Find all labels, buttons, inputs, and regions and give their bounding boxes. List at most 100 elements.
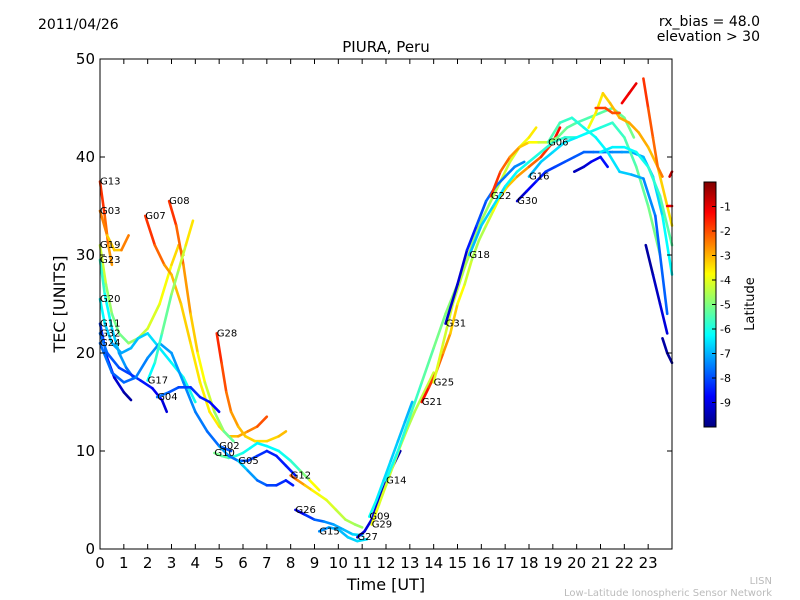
trace-segment bbox=[98, 297, 107, 325]
trace-segment bbox=[246, 454, 259, 463]
trace-segment bbox=[356, 530, 366, 539]
trace-segment bbox=[582, 160, 593, 169]
colorbar-tick-label: -8 bbox=[720, 372, 731, 385]
trace-segment bbox=[665, 351, 674, 365]
trace-segment bbox=[599, 121, 614, 129]
series-label: G13 bbox=[100, 177, 120, 188]
series-g12 bbox=[289, 474, 364, 529]
trace-segment bbox=[196, 351, 207, 384]
trace-segment bbox=[534, 170, 547, 183]
series-label: G28 bbox=[217, 328, 237, 339]
trace-segment bbox=[298, 469, 312, 482]
trace-segment bbox=[246, 425, 259, 433]
trace-segment bbox=[506, 175, 519, 188]
trace-segment bbox=[255, 415, 269, 428]
y-tick-label: 20 bbox=[76, 344, 95, 362]
series-g20 bbox=[98, 297, 197, 404]
trace-segment bbox=[236, 425, 247, 438]
trace-segment bbox=[265, 449, 278, 458]
series-track-35 bbox=[620, 82, 638, 105]
x-tick-label: 18 bbox=[519, 554, 538, 572]
trace-segment bbox=[294, 508, 307, 517]
trace-segment bbox=[277, 449, 292, 463]
trace-segment bbox=[246, 469, 259, 482]
trace-segment bbox=[646, 165, 662, 198]
series-label: G19 bbox=[100, 240, 120, 251]
y-tick-label: 0 bbox=[85, 540, 95, 558]
trace-segment bbox=[468, 224, 483, 257]
trace-segment bbox=[179, 302, 192, 345]
trace-segment bbox=[432, 312, 447, 350]
x-tick-label: 23 bbox=[639, 554, 658, 572]
x-tick-label: 17 bbox=[496, 554, 515, 572]
trace-segment bbox=[637, 131, 650, 149]
trace-segment bbox=[575, 131, 590, 139]
x-tick-label: 1 bbox=[119, 554, 129, 572]
series-label: G09 bbox=[369, 512, 389, 523]
colorbar-tick-label: -1 bbox=[720, 201, 731, 214]
trace-segment bbox=[484, 209, 495, 227]
series-label: G17 bbox=[148, 375, 168, 386]
trace-segment bbox=[146, 341, 161, 360]
y-axis: 0 10 20 30 40 50 bbox=[76, 50, 672, 558]
trace-segment bbox=[623, 145, 638, 154]
trace-segment bbox=[98, 341, 114, 374]
series-label: G16 bbox=[529, 172, 549, 183]
trace-segment bbox=[167, 199, 178, 227]
x-tick-label: 7 bbox=[262, 554, 272, 572]
series-g03 bbox=[98, 209, 130, 252]
trace-segment bbox=[494, 175, 507, 188]
trace-segment bbox=[205, 430, 221, 448]
trace-segment bbox=[265, 444, 281, 453]
trace-segment bbox=[129, 336, 140, 350]
trace-segment bbox=[146, 361, 157, 382]
trace-segment bbox=[222, 430, 235, 443]
series-label: G06 bbox=[548, 137, 568, 148]
trace-segment bbox=[420, 381, 431, 399]
series-label: G25 bbox=[434, 377, 454, 388]
series-label: G23 bbox=[100, 255, 120, 266]
trace-segment bbox=[539, 141, 555, 154]
trace-segment bbox=[611, 121, 626, 139]
date-label: 2011/04/26 bbox=[38, 17, 119, 33]
series-g09 bbox=[368, 400, 414, 518]
trace-segment bbox=[620, 92, 631, 105]
series-group bbox=[98, 77, 674, 543]
series-label: G11 bbox=[100, 319, 120, 330]
elevation-label: elevation > 30 bbox=[656, 29, 760, 45]
series-label: G30 bbox=[517, 196, 537, 207]
trace-segment bbox=[582, 126, 598, 139]
series-label: G32 bbox=[100, 328, 120, 339]
trace-segment bbox=[198, 395, 211, 404]
x-tick-label: 21 bbox=[591, 554, 610, 572]
trace-segment bbox=[134, 356, 149, 379]
x-tick-label: 9 bbox=[310, 554, 320, 572]
trace-segment bbox=[654, 214, 669, 316]
trace-segment bbox=[656, 165, 669, 208]
trace-segment bbox=[110, 312, 121, 335]
trace-segment bbox=[220, 361, 228, 394]
trace-segment bbox=[184, 219, 195, 247]
series-g15 bbox=[317, 526, 369, 543]
trace-segment bbox=[208, 410, 221, 428]
trace-segment bbox=[627, 82, 638, 95]
trace-segment bbox=[255, 479, 269, 487]
colorbar-tick-label: -4 bbox=[720, 274, 731, 287]
trace-segment bbox=[117, 351, 128, 370]
trace-segment bbox=[618, 170, 633, 176]
trace-segment bbox=[441, 332, 452, 355]
trace-segment bbox=[325, 498, 338, 512]
trace-segment bbox=[113, 376, 126, 394]
series-track-38 bbox=[661, 336, 674, 365]
trace-segment bbox=[470, 219, 483, 247]
trace-segment bbox=[170, 243, 180, 267]
trace-segment bbox=[203, 381, 216, 414]
series-label: G31 bbox=[446, 319, 466, 330]
trace-segment bbox=[608, 101, 621, 120]
trace-segment bbox=[475, 199, 488, 227]
trace-segment bbox=[656, 165, 664, 178]
trace-segment bbox=[265, 434, 281, 443]
trace-segment bbox=[182, 376, 197, 404]
trace-segment bbox=[389, 439, 400, 463]
